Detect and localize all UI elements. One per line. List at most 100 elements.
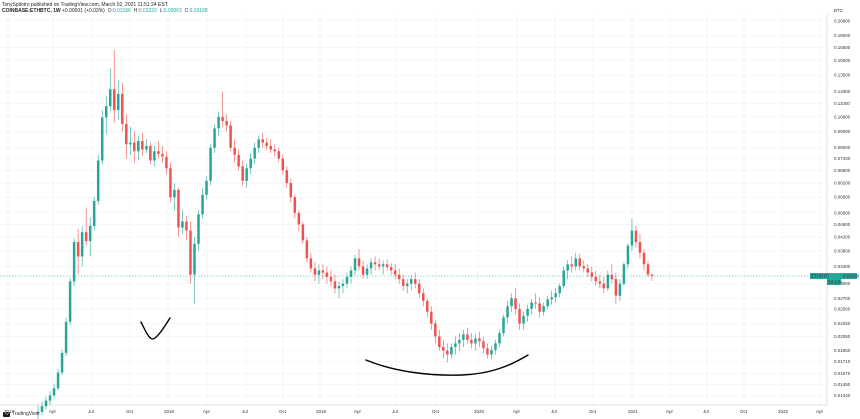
candle-body <box>221 116 224 122</box>
candle-body <box>113 89 116 111</box>
x-tick-label: Apr <box>816 409 824 414</box>
candle-body <box>76 242 80 257</box>
candle-body <box>44 400 48 407</box>
candle-body <box>52 388 56 396</box>
candle-body <box>422 293 425 301</box>
candle-body <box>506 306 509 318</box>
candle-body <box>56 372 60 389</box>
candle-body <box>614 279 618 296</box>
y-tick-label: 0.02500 <box>834 306 851 311</box>
y-tick-label: 0.01710 <box>834 359 851 364</box>
candle-body <box>149 146 152 161</box>
candle-body <box>626 245 630 265</box>
symbol-legend: COINBASE:ETHBTC, 1W +0.00001 (+0.03%) O:… <box>2 8 208 14</box>
ohlc-change: +0.00001 (+0.03%) <box>62 8 105 14</box>
candle-body <box>490 349 493 355</box>
candle-body <box>84 232 88 242</box>
candle-body <box>650 274 654 277</box>
candle-body <box>165 156 168 169</box>
candle-body <box>381 264 385 267</box>
candle-body <box>417 283 421 294</box>
x-tick-label: Jul <box>703 409 709 414</box>
y-tick-label: 0.01570 <box>834 371 851 376</box>
x-tick-label: Apr <box>354 409 362 414</box>
x-tick-label: Oct <box>432 409 440 414</box>
candle-body <box>494 343 497 350</box>
x-tick-label: Jul <box>88 409 94 414</box>
x-tick-label: Apr <box>49 409 57 414</box>
candle-body <box>289 183 293 198</box>
candle-body <box>277 151 281 159</box>
candle-body <box>586 268 590 273</box>
symbol-label[interactable]: COINBASE:ETHBTC, 1W <box>2 8 61 14</box>
candle-body <box>257 139 260 148</box>
candle-body <box>197 214 200 244</box>
ohlc-open: 0.03166 <box>112 8 131 14</box>
y-tick-label: 0.03000 <box>834 281 851 286</box>
candle-body <box>401 279 405 287</box>
candle-body <box>297 212 301 225</box>
y-tick-label: 0.02050 <box>834 334 851 339</box>
x-tick-label: 2019 <box>316 409 327 414</box>
candle-body <box>305 240 309 259</box>
candle-body <box>245 168 248 181</box>
ohlc-values: O:0.03166 H:0.03220 L:0.03063 C:0.03168 <box>107 8 208 14</box>
symbol-price-label: ETHBTC <box>811 274 830 279</box>
candle-body <box>458 339 461 344</box>
y-tick-label: 0.04600 <box>834 222 851 227</box>
candle-body <box>514 298 517 309</box>
candle-body <box>173 189 176 198</box>
candle-body <box>522 315 525 324</box>
candle-body <box>121 93 124 124</box>
y-tick-label: 0.20000 <box>834 18 851 23</box>
candle-body <box>233 147 236 155</box>
candle-body <box>397 274 401 280</box>
candle-body <box>598 281 602 284</box>
tradingview-brand[interactable]: TV TradingView <box>3 411 40 417</box>
x-tick-label: Jul <box>242 409 248 414</box>
candle-body <box>273 149 277 152</box>
candle-body <box>281 158 285 171</box>
candle-body <box>80 232 84 257</box>
candle-body <box>365 268 369 275</box>
candle-body <box>40 406 44 412</box>
candle-body <box>413 279 417 284</box>
x-tick-label: Oct <box>589 409 597 414</box>
y-tick-label: 0.18000 <box>834 33 851 38</box>
candle-body <box>618 283 622 296</box>
countdown-bg <box>827 279 841 286</box>
candle-body <box>96 160 100 201</box>
candle-body <box>213 128 216 148</box>
x-tick-label: 2022 <box>778 409 789 414</box>
y-tick-label: 0.10000 <box>834 114 851 119</box>
x-tick-label: 2018 <box>164 409 175 414</box>
published-line: TonySpilotro published on TradingView.co… <box>2 2 168 8</box>
candle-body <box>225 121 228 126</box>
candle-body <box>317 270 321 275</box>
candle-body <box>630 230 634 246</box>
candle-body <box>486 348 489 355</box>
candle-body <box>538 303 541 312</box>
y-tick-label: 0.08000 <box>834 145 851 150</box>
y-tick-label: 0.11000 <box>834 101 850 106</box>
candle-body <box>450 346 453 355</box>
y-tick-label: 0.05000 <box>834 210 851 215</box>
candle-body <box>554 293 557 298</box>
y-tick-label: 0.15000 <box>834 58 851 63</box>
candle-body <box>389 267 393 271</box>
x-tick-label: Oct <box>740 409 748 414</box>
candle-body <box>301 224 305 241</box>
candle-body <box>169 168 172 198</box>
candle-body <box>217 116 220 129</box>
candle-body <box>646 264 650 275</box>
candle-body <box>393 270 397 275</box>
candle-body <box>293 197 297 213</box>
candle-body <box>253 147 256 159</box>
y-tick-label: 0.13500 <box>834 73 851 78</box>
candle-body <box>470 339 473 344</box>
symbol-label-bg <box>810 273 827 280</box>
y-tick-label: 0.12000 <box>834 89 851 94</box>
candle-body <box>161 153 164 157</box>
y-tick-label: 0.02700 <box>834 296 851 301</box>
